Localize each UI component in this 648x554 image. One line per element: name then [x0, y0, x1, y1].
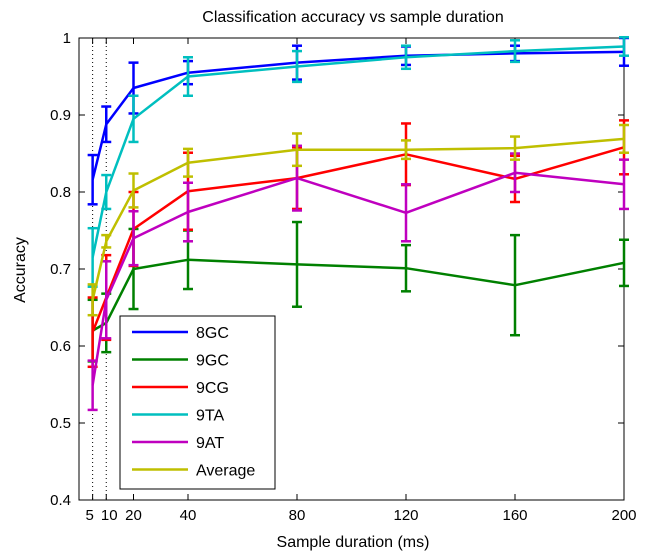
series-line-9CG: [91, 146, 625, 333]
x-axis-title: Sample duration (ms): [277, 534, 430, 551]
legend-label-Average: Average: [196, 463, 255, 480]
legend-label-9AT: 9AT: [196, 435, 224, 452]
legend-label-8GC: 8GC: [196, 325, 229, 342]
series-line-Average: [91, 137, 625, 301]
legend-box: [119, 315, 276, 490]
y-tick-label-0.9: 0.9: [50, 107, 71, 124]
x-tick-label-200: 200: [611, 507, 636, 524]
y-axis-title: Accuracy: [12, 237, 29, 303]
series-line-9AT: [91, 171, 625, 386]
series-line-8GC: [91, 50, 625, 180]
x-tick-label-20: 20: [125, 507, 142, 524]
y-tick-label-1: 1: [63, 30, 71, 47]
y-tick-label-0.6: 0.6: [50, 338, 71, 355]
chart-title: Classification accuracy vs sample durati…: [202, 9, 503, 26]
x-tick-label-10: 10: [101, 507, 118, 524]
legend-label-9GC: 9GC: [196, 353, 229, 370]
y-tick-label-0.5: 0.5: [50, 415, 71, 432]
x-tick-label-80: 80: [289, 507, 306, 524]
series-line-9GC: [91, 258, 625, 332]
legend-label-9CG: 9CG: [196, 380, 229, 397]
x-tick-label-120: 120: [393, 507, 418, 524]
x-tick-label-5: 5: [85, 507, 93, 524]
y-tick-label-0.8: 0.8: [50, 184, 71, 201]
plot-area: 5 10 20 40 80 120 160 200 0.4 0.5 0.6 0.7 0.8 0.9 1 8GC…: [50, 30, 636, 524]
y-tick-label-0.7: 0.7: [50, 261, 71, 278]
x-tick-label-160: 160: [502, 507, 527, 524]
legend-label-9TA: 9TA: [196, 408, 224, 425]
y-tick-label-0.4: 0.4: [50, 492, 71, 509]
series-line-9TA: [91, 45, 625, 258]
x-tick-label-40: 40: [180, 507, 197, 524]
